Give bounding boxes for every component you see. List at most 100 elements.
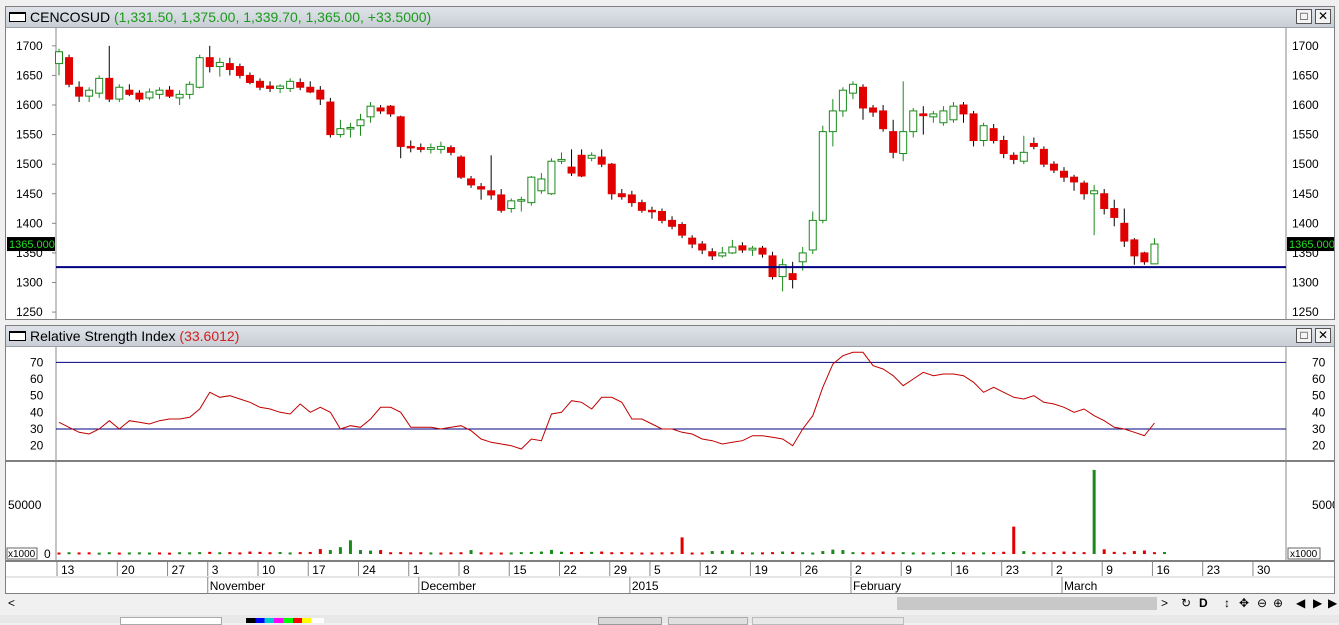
- volume-bar: [228, 552, 232, 555]
- volume-bar: [1022, 551, 1026, 554]
- toolbar-tab[interactable]: [598, 617, 662, 625]
- volume-bar: [389, 552, 393, 555]
- volume-bar: [459, 552, 463, 555]
- candle-body: [557, 158, 566, 162]
- volume-bar: [449, 552, 453, 555]
- multiplier-box-right: [1287, 547, 1321, 560]
- day-label: 24: [363, 563, 377, 577]
- candle-body: [296, 82, 305, 88]
- y-tick-label-left: 1650: [16, 68, 43, 82]
- volume-bar: [962, 552, 965, 555]
- volume-bar: [338, 547, 342, 554]
- candle-body: [245, 74, 254, 84]
- day-label: 20: [121, 563, 135, 577]
- candle-body: [698, 243, 707, 251]
- y-tick-label-left: 1550: [16, 128, 43, 142]
- status-strip: [0, 615, 1339, 625]
- candle-body: [607, 163, 616, 195]
- scroll-right-button[interactable]: >: [1161, 596, 1169, 610]
- horizontal-scrollbar[interactable]: < > ↻ D ↕ ✥ ⊖ ⊕ ◀ ▶ ▶: [0, 594, 1339, 614]
- y-tick-label-left: 1500: [16, 157, 43, 171]
- candle-body: [386, 105, 395, 115]
- candle-body: [828, 110, 837, 133]
- y-tick-label-left: 60: [30, 372, 44, 386]
- candle-body: [326, 101, 335, 136]
- next-icon[interactable]: ▶: [1313, 596, 1323, 610]
- candle-body: [969, 113, 978, 141]
- day-label: 13: [61, 563, 75, 577]
- candle-body: [788, 273, 797, 281]
- candle-body: [587, 154, 596, 159]
- candle-body: [135, 92, 144, 100]
- rsi-chart[interactable]: 20 20 30 30 40 40 50 50 60 60 70 70: [6, 347, 1334, 461]
- vertical-zoom-icon[interactable]: ↕: [1224, 596, 1230, 610]
- volume-bar: [549, 549, 553, 554]
- y-tick-label-right: 1600: [1292, 98, 1319, 112]
- candle-body: [396, 116, 405, 147]
- price-pane-titlebar[interactable]: CENCOSUD (1,331.50, 1,375.00, 1,339.70, …: [6, 7, 1334, 28]
- move-icon[interactable]: ✥: [1239, 596, 1250, 610]
- candle-body: [1150, 243, 1159, 265]
- volume-bar: [1163, 552, 1166, 555]
- day-label: 3: [212, 563, 219, 577]
- volume-bar: [771, 552, 775, 555]
- rsi-pane-titlebar[interactable]: Relative Strength Index (33.6012) □ ✕: [6, 326, 1334, 347]
- candle-body: [145, 91, 154, 99]
- prev-icon[interactable]: ◀: [1296, 596, 1306, 610]
- day-label: 1: [413, 563, 420, 577]
- candle-body: [366, 105, 375, 118]
- day-label: 5: [654, 563, 661, 577]
- candle-body: [85, 89, 94, 97]
- volume-bar: [720, 550, 724, 554]
- toolbar-tab[interactable]: [668, 617, 748, 625]
- y-tick-label-left: 20: [30, 439, 44, 453]
- volume-bar: [871, 552, 875, 555]
- volume-bar: [298, 552, 302, 555]
- volume-bar: [97, 552, 101, 555]
- candle-body: [185, 83, 194, 95]
- toolbar-tab[interactable]: [752, 617, 904, 625]
- volume-bar: [841, 550, 845, 554]
- toolbar-tab[interactable]: [120, 617, 222, 625]
- volume-bar: [851, 552, 855, 555]
- candle-body: [286, 80, 295, 89]
- volume-bar: [147, 552, 151, 555]
- volume-bar: [519, 552, 523, 555]
- volume-bar: [1052, 552, 1056, 555]
- volume-bar: [740, 552, 744, 555]
- y-tick-label-right: 1250: [1292, 305, 1319, 319]
- candle-body: [376, 107, 385, 112]
- scroll-left-button[interactable]: <: [8, 596, 16, 610]
- color-swatches[interactable]: [246, 618, 324, 623]
- candle-body: [949, 105, 958, 121]
- zoom-in-icon[interactable]: ⊕: [1273, 596, 1284, 610]
- period-icon[interactable]: D: [1199, 596, 1208, 610]
- maximize-button[interactable]: □: [1296, 328, 1312, 343]
- volume-bar: [509, 552, 513, 555]
- y-tick-label-left: 1250: [16, 305, 43, 319]
- volume-bar: [379, 550, 383, 554]
- day-label: 2: [855, 563, 862, 577]
- volume-chart[interactable]: 005000050000x1000x1000: [6, 462, 1334, 560]
- candle-body: [1070, 176, 1079, 183]
- time-axis[interactable]: 13 20 27 3 10 17 24 1 8 15 22 29 5 12 19 26 2 9 16 23 2 9 16 23…: [5, 561, 1335, 594]
- scrollbar-thumb[interactable]: [897, 597, 1157, 610]
- zoom-out-icon[interactable]: ⊖: [1257, 596, 1268, 610]
- close-button[interactable]: ✕: [1315, 328, 1331, 343]
- refresh-icon[interactable]: ↻: [1181, 596, 1192, 610]
- close-button[interactable]: ✕: [1315, 9, 1331, 24]
- candle-body: [899, 131, 908, 155]
- volume-bar: [539, 551, 543, 554]
- maximize-button[interactable]: □: [1296, 9, 1312, 24]
- candle-body: [316, 89, 325, 100]
- volume-bar: [861, 552, 865, 555]
- candle-body: [1029, 142, 1038, 147]
- day-label: 16: [955, 563, 969, 577]
- end-icon[interactable]: ▶: [1328, 596, 1338, 610]
- volume-bar: [881, 551, 885, 554]
- candle-body: [688, 237, 697, 245]
- volume-bar: [821, 551, 825, 554]
- candle-body: [205, 57, 214, 68]
- day-label: 30: [1257, 563, 1271, 577]
